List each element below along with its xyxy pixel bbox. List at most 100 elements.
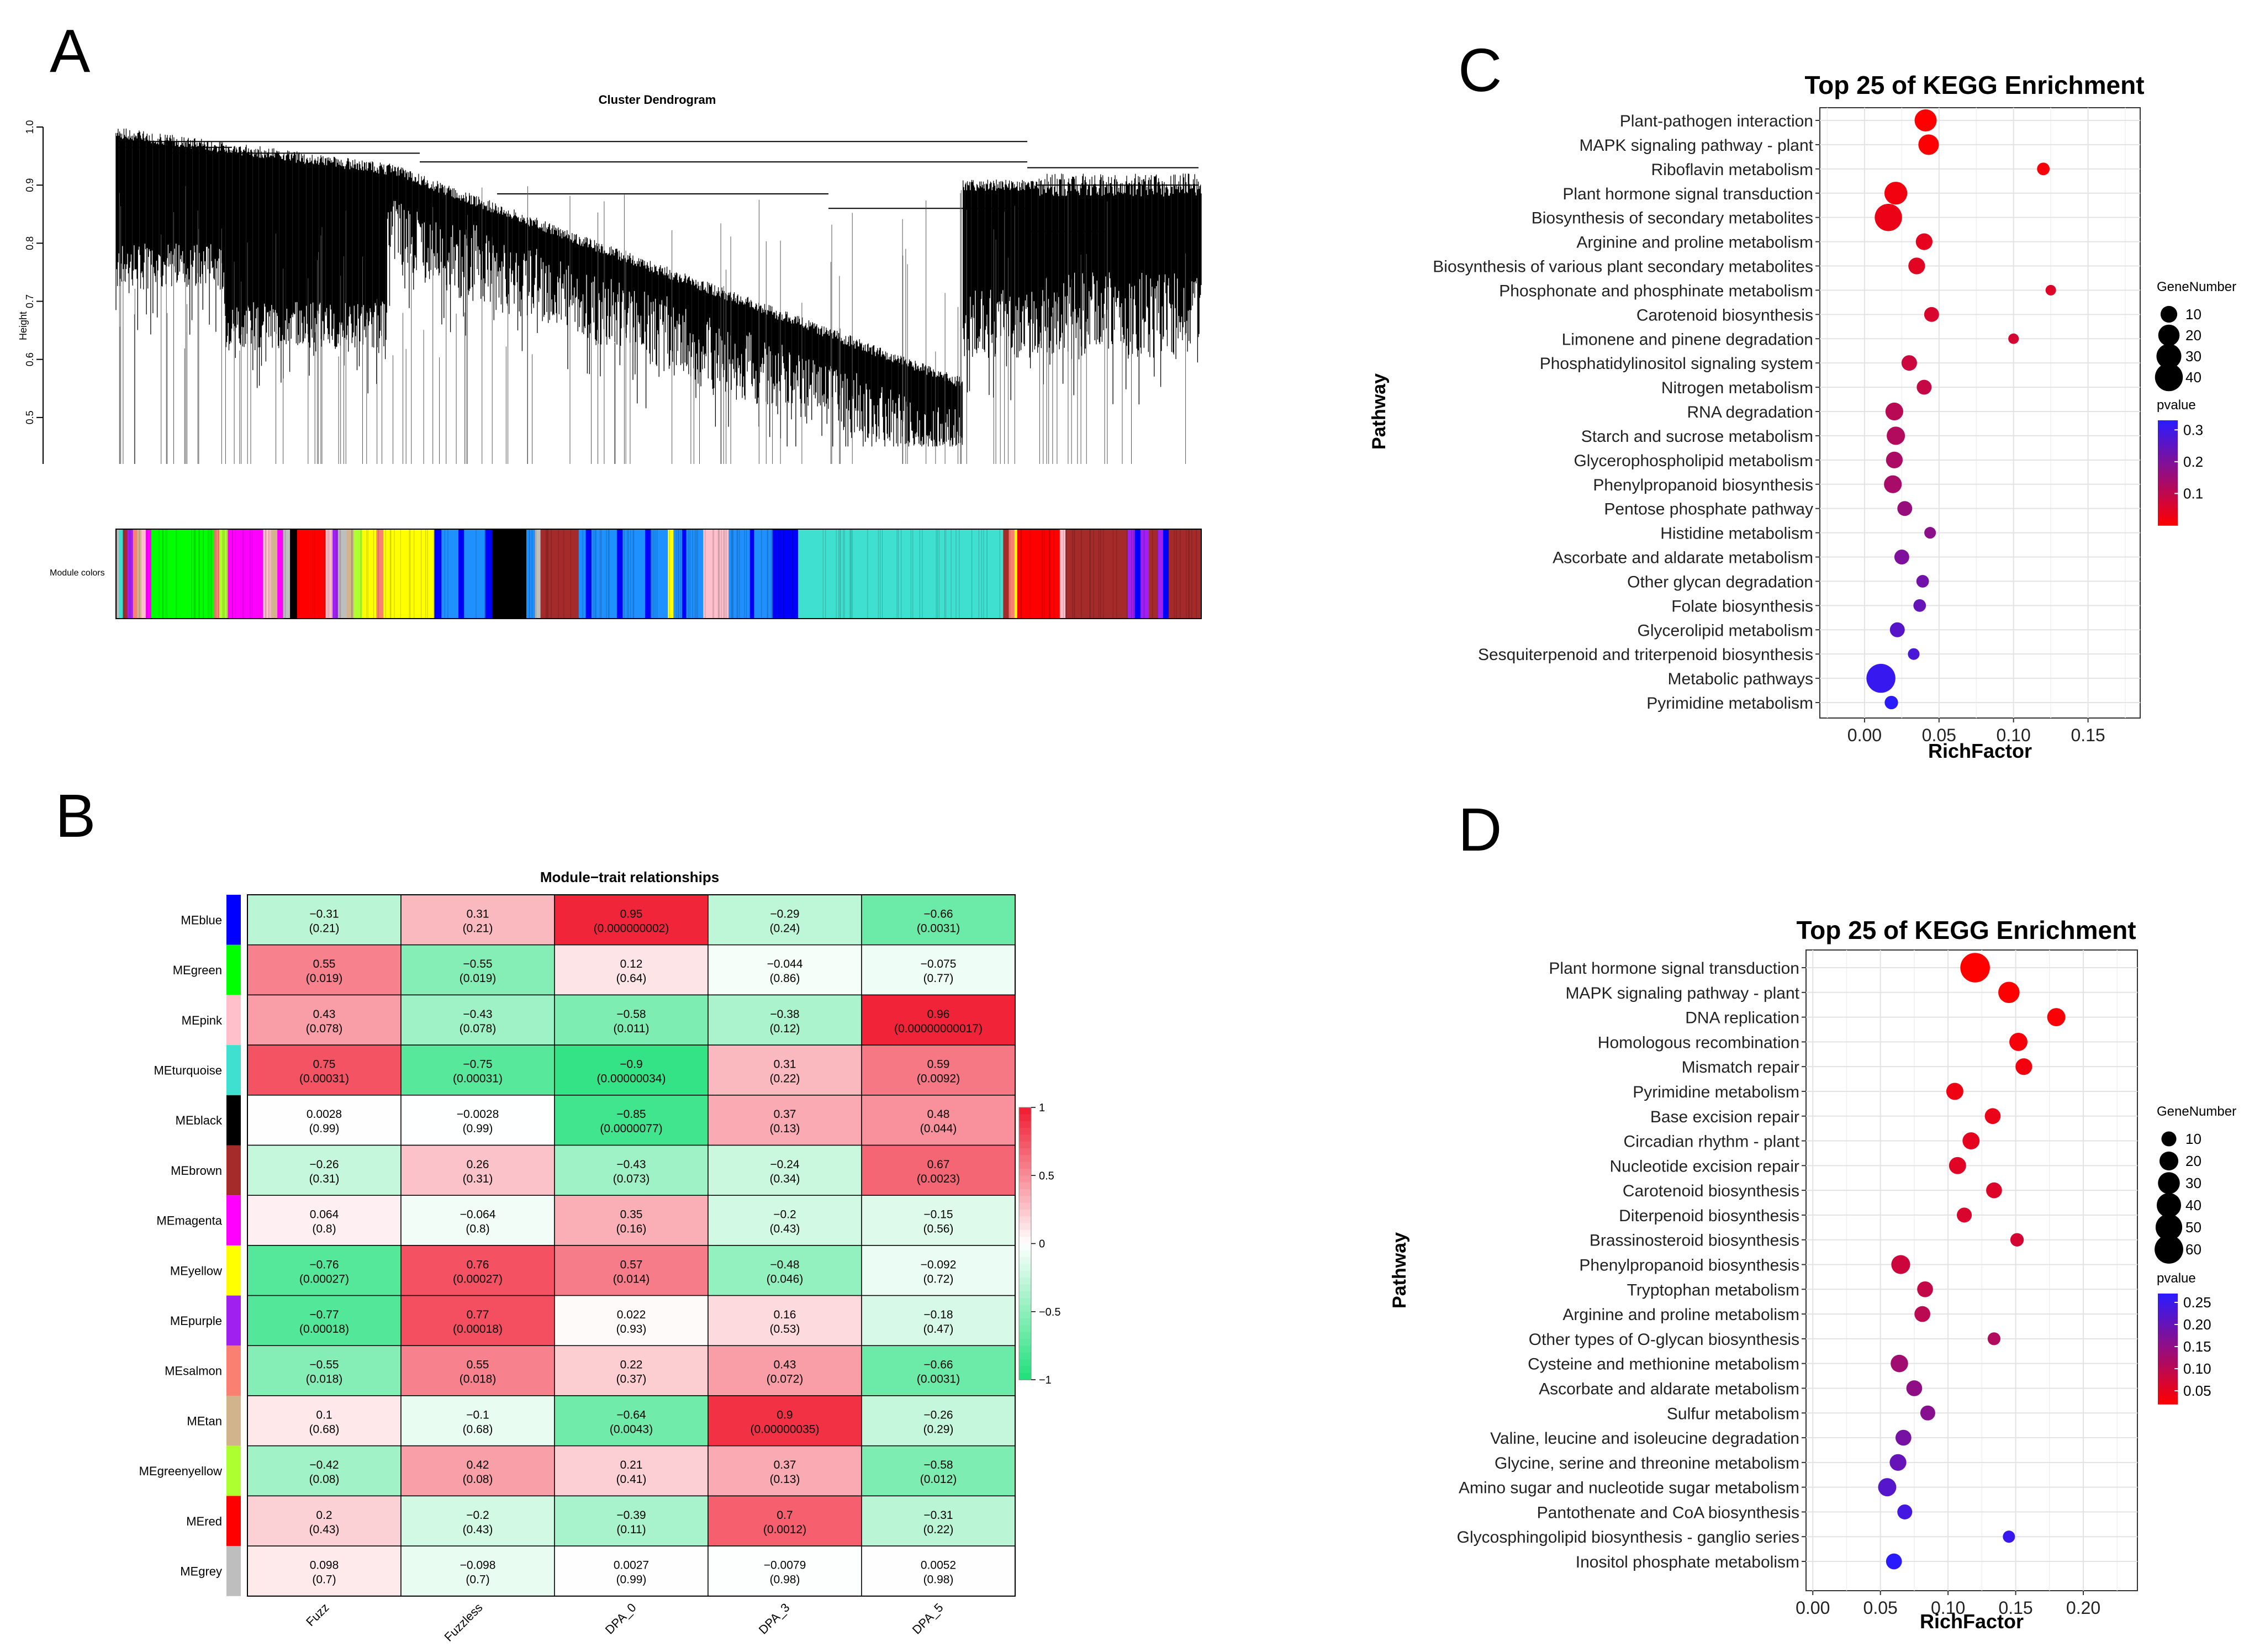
heatmap-cell-pvalue: (0.0031): [917, 922, 960, 935]
heatmap-cell-corr: −0.58: [616, 1008, 646, 1021]
pathway-point: [1987, 1332, 2001, 1345]
heatmap-cell: [554, 1095, 709, 1146]
colorbar-step: [1019, 1237, 1031, 1244]
colorbar-step: [1019, 1134, 1031, 1142]
heatmap-row-label: MEgreenyellow: [139, 1464, 223, 1478]
pvalue-legend-step: [2158, 1301, 2178, 1305]
pathway-point: [1915, 233, 1933, 250]
heatmap-cell-pvalue: (0.22): [923, 1523, 954, 1536]
colorbar-tick-label: −1: [1039, 1374, 1052, 1386]
heatmap-cell-pvalue: (0.77): [923, 972, 954, 985]
heatmap-cell-corr: 0.77: [467, 1308, 489, 1321]
heatmap-cell-corr: −0.098: [460, 1559, 496, 1571]
heatmap-cell: [554, 1044, 709, 1096]
pvalue-legend-step: [2158, 479, 2178, 484]
kegg-c-plot: Plant-pathogen interaction MAPK signaling…: [1433, 108, 2140, 745]
pvalue-legend-step: [2158, 504, 2178, 509]
module-color-segment: [383, 529, 435, 619]
heatmap-cell: [400, 1095, 555, 1146]
kegg-d-legend: GeneNumber 10 20 30 40 50 60 pvalue 0.25 0.20 0.15…: [2155, 1104, 2236, 1405]
module-color-segment: [141, 529, 146, 619]
gene-number-legend-dot: [2155, 363, 2183, 392]
pvalue-legend-step: [2158, 458, 2178, 463]
pvalue-legend-step: [2158, 1352, 2178, 1357]
panel-letter-b: B: [55, 782, 96, 850]
pvalue-legend-step: [2158, 494, 2178, 498]
pathway-label: Nucleotide excision repair: [1609, 1157, 1799, 1175]
heatmap-cell-corr: −0.18: [923, 1308, 953, 1321]
pvalue-legend-label: 0.3: [2183, 421, 2203, 438]
gene-number-legend-dot: [2160, 305, 2178, 323]
heatmap-cell: [247, 1245, 402, 1296]
gene-number-legend-dot: [2161, 1131, 2177, 1147]
pvalue-legend-step: [2158, 1371, 2178, 1375]
panel-letter-c: C: [1458, 36, 1502, 104]
heatmap-cell: [247, 1345, 402, 1396]
pathway-label: Phenylpropanoid biosynthesis: [1579, 1257, 1799, 1275]
heatmap-cell: [400, 1545, 555, 1597]
pathway-label: Glycine, serine and threonine metabolism: [1495, 1454, 1799, 1472]
pvalue-legend-step: [2158, 1334, 2178, 1338]
heatmap-cell-corr: 0.67: [927, 1158, 950, 1171]
x-tick-label: 0.15: [2071, 725, 2105, 745]
module-color-segment: [271, 529, 278, 619]
heatmap-cell-corr: 0.43: [774, 1359, 796, 1371]
heatmap-cell-pvalue: (0.43): [770, 1223, 800, 1236]
heatmap-cell-corr: 0.42: [467, 1459, 489, 1471]
pathway-label: Arginine and proline metabolism: [1576, 234, 1813, 252]
pathway-label: Phosphonate and phosphinate metabolism: [1499, 282, 1813, 300]
heatmap-cell-corr: −0.66: [923, 907, 953, 920]
heatmap-cell-pvalue: (0.019): [306, 972, 343, 985]
pathway-label: Limonene and pinene degradation: [1562, 330, 1813, 349]
pathway-point: [1901, 355, 1917, 371]
pathway-label: Glycerophospholipid metabolism: [1574, 452, 1813, 470]
module-color-segment: [485, 529, 493, 619]
colorbar-step: [1019, 1298, 1031, 1306]
pathway-label: MAPK signaling pathway - plant: [1565, 984, 1799, 1002]
heatmap-cell: [400, 1345, 555, 1396]
heatmap-cell-corr: −0.2: [773, 1208, 796, 1221]
heatmap-row-color-swatch: [226, 995, 241, 1046]
module-color-segment: [1017, 529, 1060, 619]
pathway-label: Amino sugar and nucleotide sugar metabol…: [1459, 1479, 1799, 1497]
gene-number-legend-dot: [2155, 1213, 2183, 1241]
heatmap-cell-corr: −0.15: [923, 1208, 953, 1221]
module-color-segment: [798, 529, 1004, 619]
heatmap-cell-corr: −0.2: [466, 1509, 489, 1522]
module-color-segment: [1014, 529, 1018, 619]
heatmap-cell-corr: 0.22: [620, 1359, 643, 1371]
heatmap-cell: [247, 894, 402, 946]
colorbar-step: [1019, 1189, 1031, 1197]
pvalue-legend-step: [2158, 445, 2178, 449]
colorbar-step: [1019, 1366, 1031, 1374]
heatmap-cell-corr: 0.022: [617, 1308, 646, 1321]
kegg-c-plot-area: [1819, 107, 2141, 719]
heatmap-cell-pvalue: (0.00031): [299, 1072, 349, 1085]
module-color-segment: [338, 529, 347, 619]
heatmap-cell-pvalue: (0.8): [312, 1223, 336, 1236]
heatmap-cell-pvalue: (0.99): [616, 1573, 647, 1586]
dendrogram-y-ticks: 0.5 0.6 0.7 0.8 0.9 1.0: [24, 120, 43, 424]
heatmap-cell-pvalue: (0.12): [770, 1022, 800, 1035]
pathway-label: Other glycan degradation: [1627, 573, 1813, 591]
pathway-point: [1884, 475, 1902, 493]
pathway-point: [1998, 981, 2020, 1004]
x-tick-label: 0.20: [2066, 1598, 2100, 1618]
colorbar-step: [1019, 1107, 1031, 1115]
gene-number-legend-label: 20: [2185, 327, 2201, 344]
heatmap-cell-pvalue: (0.34): [770, 1173, 800, 1185]
dendrogram-title: Cluster Dendrogram: [599, 93, 716, 107]
gene-number-legend-label: 30: [2185, 348, 2201, 365]
pathway-label: Biosynthesis of various plant secondary …: [1433, 258, 1813, 276]
heatmap-cell: [861, 1445, 1016, 1497]
gene-number-legend-label: 40: [2185, 1197, 2201, 1213]
heatmap-cell-pvalue: (0.86): [770, 972, 800, 985]
pvalue-legend-label: 0.15: [2183, 1338, 2211, 1355]
pathway-label: Plant hormone signal transduction: [1562, 185, 1813, 203]
heatmap-cell: [861, 894, 1016, 946]
pathway-point: [1914, 109, 1937, 132]
heatmap-cell: [861, 944, 1016, 996]
heatmap-cell: [708, 1295, 862, 1347]
pvalue-legend-step: [2158, 1330, 2178, 1335]
pathway-point: [1908, 257, 1925, 275]
